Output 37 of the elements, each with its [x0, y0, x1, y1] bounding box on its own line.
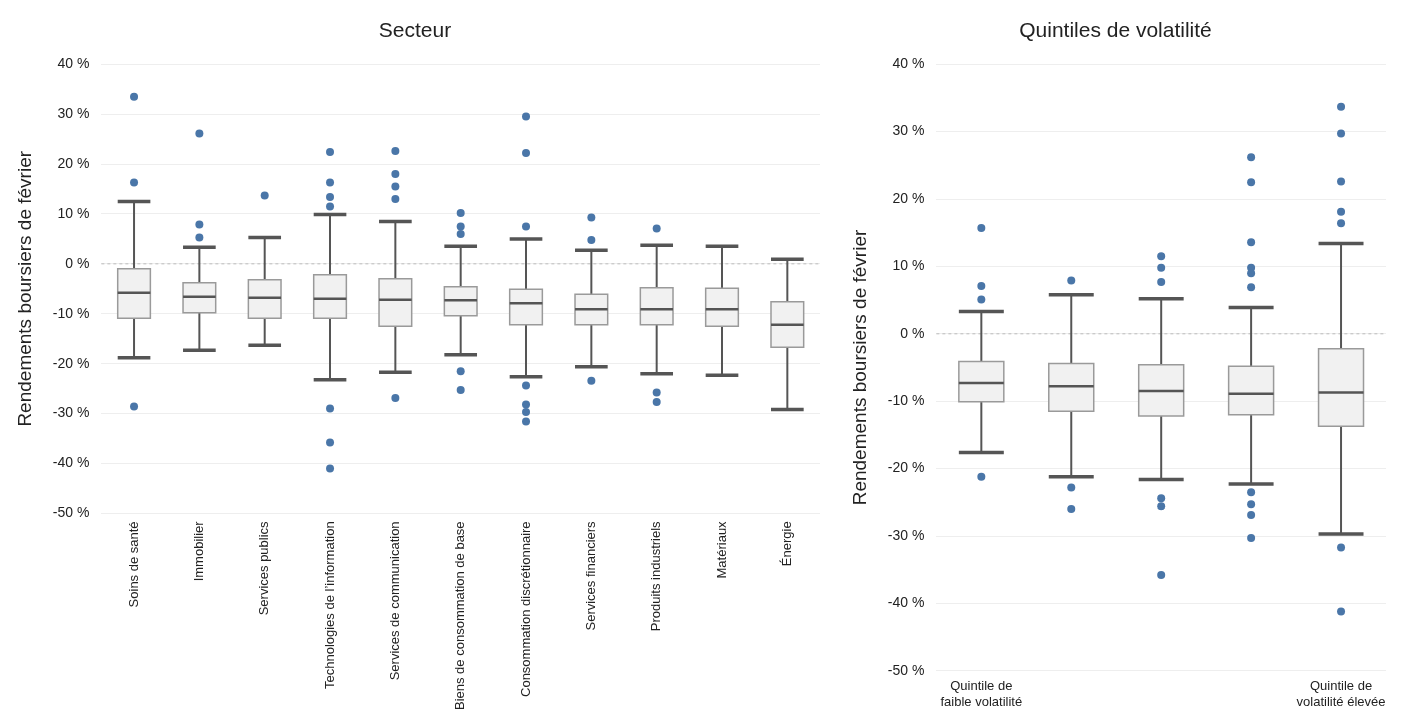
y-tick-label: -40 % [52, 454, 90, 471]
x-tick-label: Biens de consommation de base [452, 521, 468, 711]
x-tick-label: Quintile de faible volatilité [940, 678, 1023, 709]
x-tick-label: Quintile de volatilité élevée [1296, 678, 1386, 709]
chart-title: Secteur [378, 18, 452, 42]
x-tick-label: Produits industriels [648, 520, 664, 632]
y-tick-label: -10 % [887, 392, 925, 409]
y-tick-label: -50 % [52, 504, 90, 521]
y-tick-label: 0 % [65, 254, 90, 271]
x-tick-label: Consommation discrétionnaire [517, 521, 533, 697]
y-tick-label: -30 % [52, 404, 90, 421]
x-tick-label: Services publics [256, 520, 272, 616]
y-tick-label: -20 % [52, 354, 90, 371]
y-tick-label: 20 % [57, 154, 90, 171]
x-tick-label: Services de communication [386, 521, 402, 681]
y-tick-label: -10 % [52, 304, 90, 321]
y-tick-label: 20 % [892, 189, 925, 206]
y-tick-label: 0 % [900, 324, 925, 341]
y-tick-label: -30 % [887, 526, 925, 543]
y-axis-title: Rendements boursiers de février [848, 229, 870, 506]
y-tick-label: 30 % [892, 122, 925, 139]
y-tick-label: -40 % [887, 594, 925, 611]
x-tick-label: Soins de santé [125, 521, 141, 608]
y-tick-label: 10 % [57, 204, 90, 221]
y-tick-label: -50 % [887, 661, 925, 678]
y-tick-label: -20 % [887, 459, 925, 476]
y-tick-label: 40 % [57, 55, 90, 72]
y-tick-label: 10 % [892, 257, 925, 274]
x-tick-label: Énergie [778, 521, 794, 567]
y-tick-label: 40 % [892, 55, 925, 72]
x-tick-label: Technologies de l’information [321, 521, 337, 690]
x-tick-label: Services financiers [582, 520, 598, 631]
chart-title: Quintiles de volatilité [1019, 18, 1212, 42]
y-tick-label: 30 % [57, 104, 90, 121]
x-tick-label: Immobilier [190, 520, 206, 582]
y-axis-title: Rendements boursiers de février [13, 150, 35, 427]
x-tick-label: Matériaux [713, 520, 729, 579]
